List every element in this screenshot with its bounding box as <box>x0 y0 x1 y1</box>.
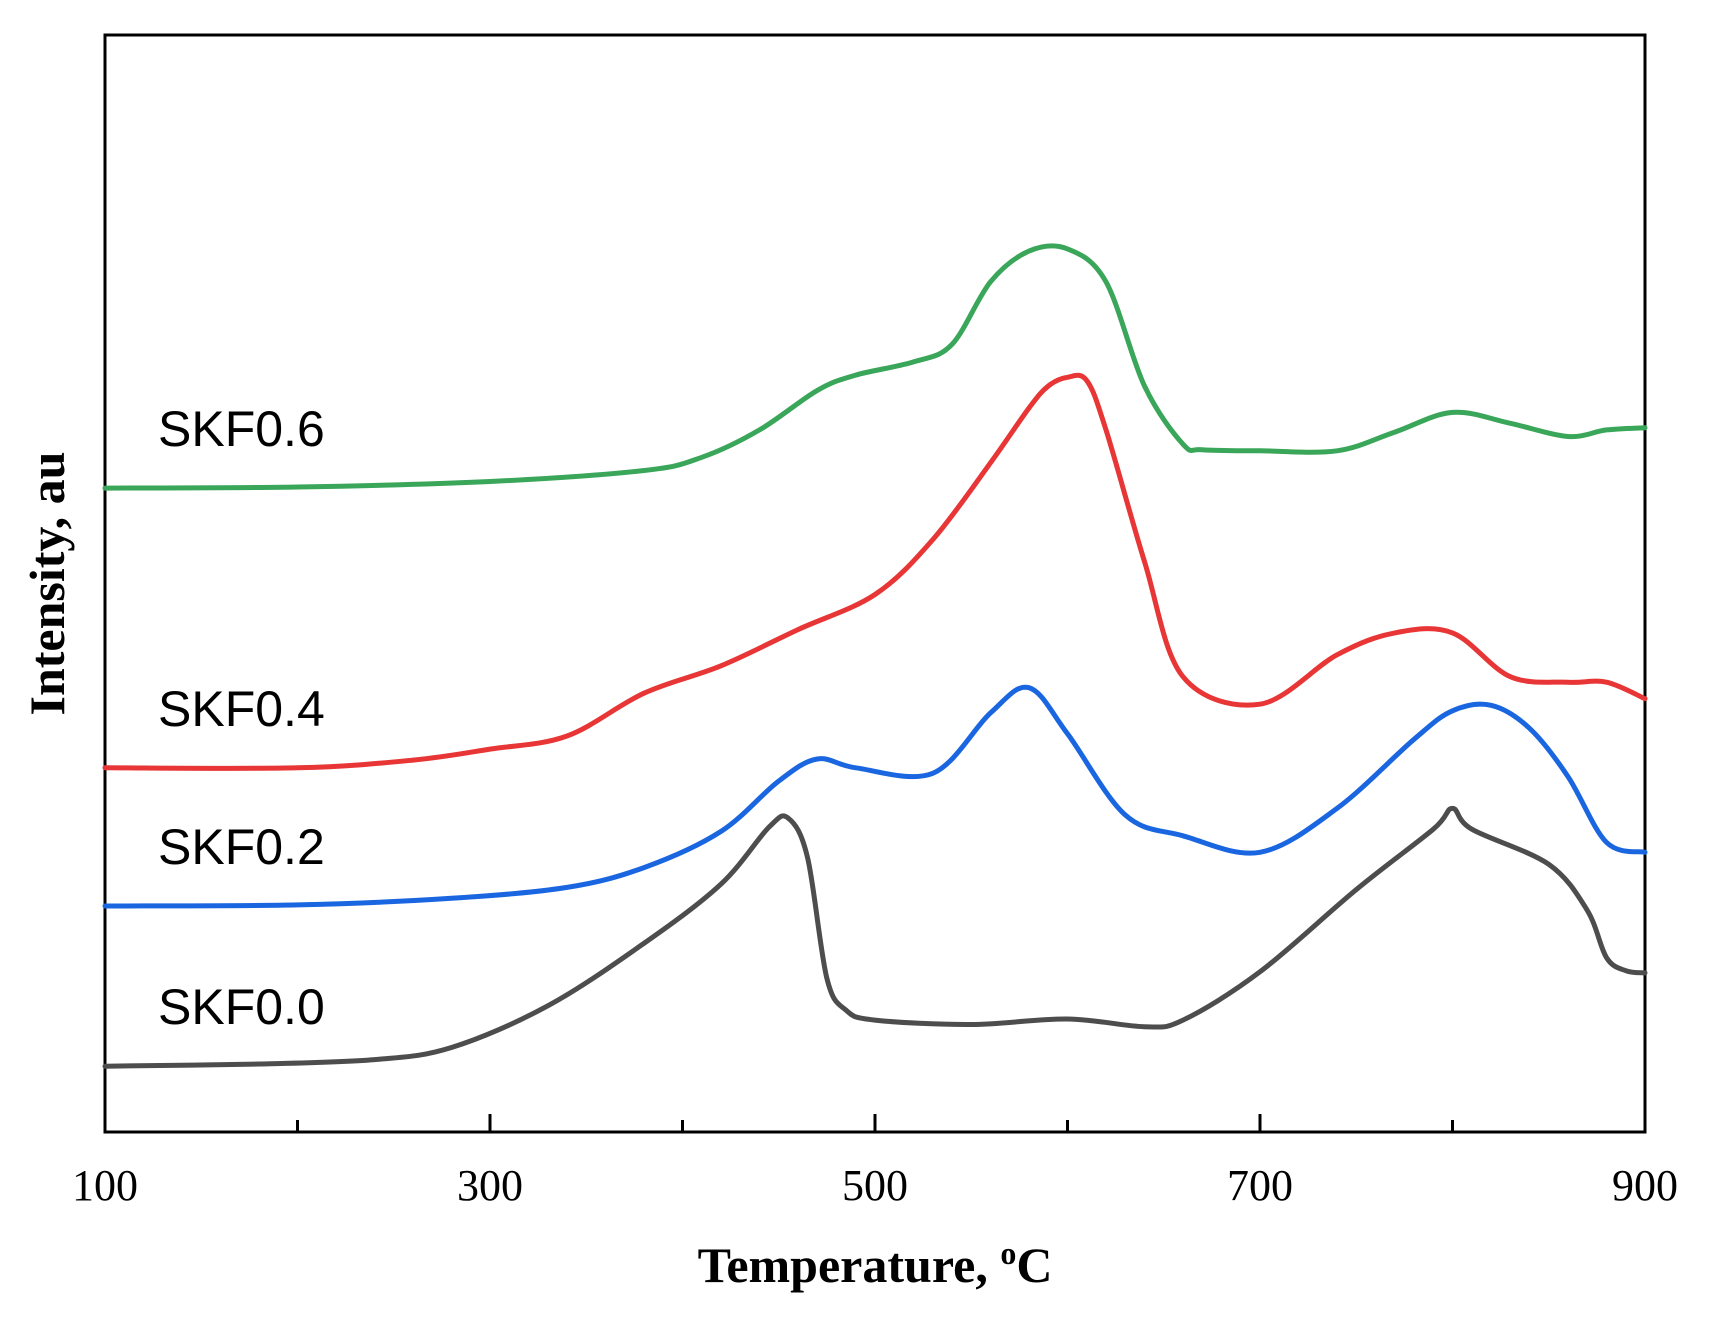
x-ticks <box>103 1114 1647 1132</box>
series-lines <box>102 243 1648 1069</box>
series-labels: SKF0.0 SKF0.2 SKF0.4 SKF0.6 <box>158 401 325 1035</box>
series-line-skf0-2 <box>102 684 1648 909</box>
series-line-skf0-0 <box>102 805 1648 1069</box>
x-tick-label: 500 <box>842 1161 908 1210</box>
x-axis-title-unit: C <box>1016 1237 1052 1293</box>
y-axis-title: Intensity, au <box>19 452 75 716</box>
x-axis-title-superscript: o <box>1000 1235 1016 1271</box>
x-tick-label: 700 <box>1227 1161 1293 1210</box>
series-label: SKF0.4 <box>158 681 325 737</box>
x-axis-title-text: Temperature, <box>698 1237 1001 1293</box>
series-label: SKF0.2 <box>158 819 325 875</box>
x-tick-label: 100 <box>72 1161 138 1210</box>
x-tick-label: 900 <box>1612 1161 1678 1210</box>
series-label: SKF0.6 <box>158 401 325 457</box>
series-line-skf0-6 <box>102 243 1648 491</box>
x-axis-title: Temperature, oC <box>698 1235 1053 1293</box>
plot-frame <box>103 33 1647 1134</box>
x-tick-labels: 100 300 500 700 900 <box>72 1161 1678 1210</box>
series-label: SKF0.0 <box>158 979 325 1035</box>
x-tick-label: 300 <box>457 1161 523 1210</box>
series-line-skf0-4 <box>102 372 1648 771</box>
